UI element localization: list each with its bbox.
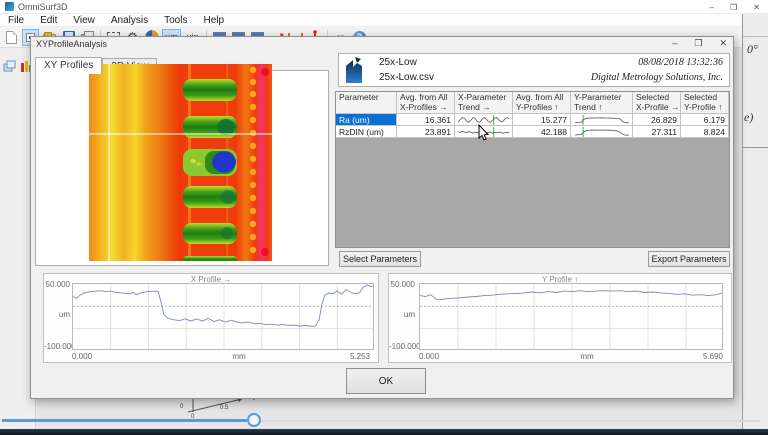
ok-button[interactable]: OK: [346, 368, 426, 394]
menu-tools[interactable]: Tools: [164, 14, 188, 26]
divider: [743, 147, 768, 148]
xy-profile-analysis-dialog: XYProfileAnalysis – ❒ ✕ XY Profiles 3D V…: [30, 36, 734, 399]
y-profile-chart: Y Profile ↑ 50.000 um -100.000 0.000 mm …: [388, 273, 732, 363]
table-row-rzdin[interactable]: RzDIN (um) 23.891 42.188 27.311 8.824: [336, 126, 729, 138]
row-label: Ra (um): [336, 114, 397, 126]
tab-xy-profiles[interactable]: XY Profiles: [35, 57, 103, 74]
menu-edit[interactable]: Edit: [40, 14, 58, 26]
dataset-name: 25x-Low: [379, 57, 417, 68]
background-angle-text: 0°: [747, 42, 758, 56]
slider-fill: [2, 419, 247, 422]
dialog-maximize-icon[interactable]: ❒: [694, 38, 703, 48]
dialog-minimize-icon[interactable]: –: [672, 38, 678, 48]
ra-x-trend-sparkline: [455, 114, 513, 126]
menu-bar: File Edit View Analysis Tools Help: [0, 14, 768, 27]
y-profile-plot: [419, 283, 723, 350]
axis-label-0b: 0: [191, 414, 195, 419]
table-row-ra[interactable]: Ra (um) 16.361 15.277 26.829 6.179: [336, 114, 729, 126]
surface-heatmap[interactable]: [89, 64, 272, 261]
dialog-title: XYProfileAnalysis: [36, 39, 108, 49]
x-profile-chart: X Profile → 50.000 um -100.000 0.000 mm …: [43, 273, 379, 363]
background-partial-text: e): [744, 110, 754, 124]
menu-view[interactable]: View: [73, 14, 95, 26]
menu-help[interactable]: Help: [203, 14, 225, 26]
app-title: OmniSurf3D: [18, 1, 68, 12]
export-parameters-button[interactable]: Export Parameters: [648, 251, 730, 267]
digital-metrology-logo: [346, 57, 362, 83]
layers-icon[interactable]: [3, 60, 17, 76]
taskbar-edge: [0, 429, 768, 435]
timeline-slider[interactable]: [0, 413, 768, 429]
axis-label-0: 0: [180, 404, 184, 410]
new-file-icon[interactable]: [3, 29, 20, 46]
menu-file[interactable]: File: [8, 14, 25, 26]
chart-title: X Profile →: [190, 275, 232, 284]
app-window-controls: – ❒ ✕: [710, 0, 764, 14]
row-label: RzDIN (um): [336, 126, 397, 138]
x-profile-plot: [72, 283, 374, 350]
table-header-row: Parameter Avg. from All X-Profiles → X-Pa…: [336, 92, 729, 114]
select-parameters-button[interactable]: Select Parameters: [339, 251, 421, 267]
background-panel: 0° e): [742, 14, 768, 429]
axis-label-05: 0.5: [220, 405, 229, 411]
app-icon: [5, 2, 14, 11]
minimize-icon[interactable]: –: [709, 2, 715, 12]
slider-handle[interactable]: [247, 413, 261, 427]
dataset-datetime: 08/08/2018 13:32:36: [638, 57, 723, 68]
divider: [743, 36, 768, 37]
slider-track[interactable]: [2, 420, 760, 422]
mouse-cursor: [478, 124, 490, 141]
parameter-table: Parameter Avg. from All X-Profiles → X-Pa…: [335, 91, 730, 248]
rzdin-y-trend-sparkline: [571, 126, 633, 138]
dialog-titlebar[interactable]: XYProfileAnalysis – ❒ ✕: [31, 37, 733, 53]
maximize-icon[interactable]: ❒: [730, 2, 738, 12]
close-icon[interactable]: ✕: [753, 2, 760, 12]
chart-title: Y Profile ↑: [541, 275, 579, 284]
dialog-close-icon[interactable]: ✕: [719, 38, 727, 48]
company-name: Digital Metrology Solutions, Inc.: [590, 72, 723, 83]
ra-y-trend-sparkline: [571, 114, 633, 126]
dataset-header: 25x-Low 25x-Low.csv 08/08/2018 13:32:36 …: [338, 53, 730, 87]
dataset-file-name: 25x-Low.csv: [379, 72, 435, 83]
app-titlebar[interactable]: OmniSurf3D: [0, 0, 768, 14]
menu-analysis[interactable]: Analysis: [110, 14, 149, 26]
